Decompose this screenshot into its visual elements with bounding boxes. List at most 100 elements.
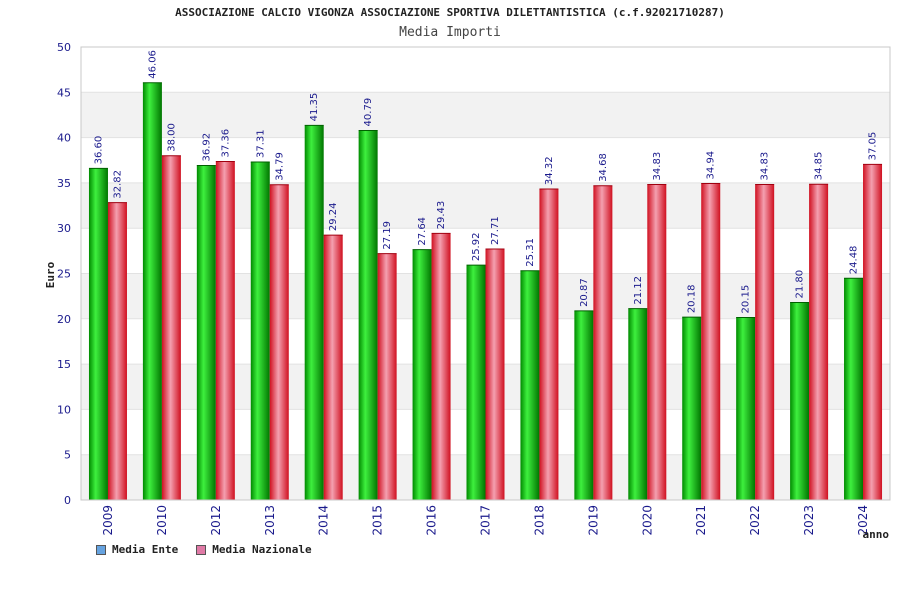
bar-media-ente — [466, 265, 486, 500]
x-tick-label: 2019 — [586, 505, 600, 536]
bar-value-label: 29.43 — [436, 201, 447, 230]
bar-media-ente — [250, 161, 270, 500]
bar-value-label: 25.92 — [471, 233, 482, 262]
bar-value-label: 34.85 — [814, 152, 825, 181]
bar-media-nazionale — [593, 185, 613, 500]
bar-value-label: 37.31 — [255, 129, 266, 158]
x-tick-label: 2012 — [209, 505, 223, 536]
bar-value-label: 46.06 — [147, 50, 158, 79]
bar-media-ente — [736, 317, 756, 500]
x-tick-label: 2014 — [317, 505, 331, 536]
bar-media-nazionale — [755, 184, 775, 501]
y-axis-ticks: 0 5 10 15 20 25 30 35 40 45 50 — [57, 41, 71, 507]
bar-media-nazionale — [701, 183, 721, 500]
bar-value-label: 27.71 — [490, 216, 501, 245]
bar-media-ente — [682, 317, 702, 500]
x-tick-label: 2016 — [425, 505, 439, 536]
y-tick-label: 40 — [57, 132, 71, 145]
y-tick-label: 45 — [57, 86, 71, 99]
bar-media-ente — [142, 82, 162, 500]
bar-media-nazionale — [161, 155, 181, 500]
bar-value-label: 20.15 — [741, 285, 752, 314]
x-tick-label: 2020 — [640, 505, 654, 536]
bar-media-nazionale — [107, 202, 127, 500]
legend-swatch-media-ente — [96, 544, 106, 555]
bar-value-label: 20.18 — [687, 285, 698, 314]
chart-title: ASSOCIAZIONE CALCIO VIGONZA ASSOCIAZIONE… — [175, 6, 725, 19]
bar-media-nazionale — [647, 184, 667, 501]
bar-value-label: 38.00 — [166, 123, 177, 152]
legend-item-media-nazionale: Media Nazionale — [196, 543, 312, 556]
bar-value-label: 41.35 — [309, 93, 320, 122]
bar-value-label: 25.31 — [525, 238, 536, 267]
bar-value-label: 34.83 — [760, 152, 771, 181]
bar-media-nazionale — [431, 233, 451, 500]
y-tick-label: 50 — [57, 41, 71, 54]
x-tick-label: 2023 — [802, 505, 816, 536]
y-tick-label: 10 — [57, 403, 71, 416]
plot-border — [80, 46, 891, 501]
x-tick-label: 2022 — [748, 505, 762, 536]
bar-media-nazionale — [323, 235, 343, 500]
x-tick-label: 2021 — [694, 505, 708, 536]
x-axis-ticks: 2009 2010 2012 2013 2014 2015 2016 2017 2018 2019… — [101, 505, 870, 536]
bar-value-label: 29.24 — [328, 202, 339, 231]
y-tick-label: 5 — [64, 449, 71, 462]
bar-media-ente — [574, 310, 594, 500]
bar-value-label: 24.48 — [849, 246, 860, 275]
bar-value-label: 34.32 — [544, 156, 555, 185]
bar-value-label: 34.68 — [598, 153, 609, 182]
bar-media-ente — [88, 168, 108, 501]
bar-media-ente — [358, 130, 378, 500]
legend-label-media-ente: Media Ente — [112, 543, 179, 556]
bar-value-label: 20.87 — [579, 278, 590, 307]
bar-value-label: 37.05 — [868, 132, 879, 161]
bar-media-ente — [520, 270, 540, 500]
bars: 36.60 32.82 46.06 38.00 36.92 37.36 37.31 34.79… — [88, 50, 883, 501]
bar-value-label: 27.19 — [382, 221, 393, 250]
bar-media-nazionale — [215, 161, 235, 500]
x-axis-title: anno — [863, 528, 890, 541]
bar-media-ente — [412, 249, 432, 500]
x-tick-label: 2018 — [532, 505, 546, 536]
bar-media-nazionale — [539, 189, 559, 501]
bar-value-label: 36.60 — [93, 136, 104, 165]
y-tick-label: 30 — [57, 222, 71, 235]
bar-media-nazionale — [377, 253, 397, 500]
bar-media-ente — [304, 125, 324, 500]
y-tick-label: 20 — [57, 313, 71, 326]
legend-label-media-nazionale: Media Nazionale — [212, 543, 312, 556]
bar-media-nazionale — [485, 248, 505, 500]
bar-value-label: 34.83 — [652, 152, 663, 181]
x-tick-label: 2015 — [371, 505, 385, 536]
x-tick-label: 2017 — [479, 505, 493, 536]
bar-media-nazionale — [809, 184, 829, 500]
legend-item-media-ente: Media Ente — [96, 543, 178, 556]
x-tick-label: 2010 — [155, 505, 169, 536]
bar-value-label: 36.92 — [201, 133, 212, 162]
bar-media-ente — [790, 302, 810, 500]
bar-value-label: 27.64 — [417, 217, 428, 246]
legend: Media Ente Media Nazionale — [96, 543, 312, 556]
bar-value-label: 34.94 — [706, 151, 717, 180]
grid-band — [81, 47, 890, 93]
y-tick-label: 25 — [57, 268, 71, 281]
bar-value-label: 32.82 — [112, 170, 123, 199]
y-tick-label: 0 — [64, 494, 71, 507]
bar-value-label: 37.36 — [220, 129, 231, 158]
legend-swatch-media-nazionale — [196, 544, 207, 555]
bar-value-label: 21.12 — [633, 276, 644, 305]
y-tick-label: 35 — [57, 177, 71, 190]
bar-value-label: 40.79 — [363, 98, 374, 127]
bar-media-ente — [628, 308, 648, 500]
chart-subtitle: Media Importi — [399, 25, 501, 40]
bar-value-label: 21.80 — [795, 270, 806, 299]
bar-media-ente — [844, 278, 864, 500]
bar-media-nazionale — [269, 184, 289, 500]
y-axis-title: Euro — [44, 261, 57, 288]
bar-value-label: 34.79 — [274, 152, 285, 181]
bar-media-ente — [196, 165, 216, 500]
bar-media-nazionale — [863, 164, 883, 500]
x-tick-label: 2013 — [263, 505, 277, 536]
